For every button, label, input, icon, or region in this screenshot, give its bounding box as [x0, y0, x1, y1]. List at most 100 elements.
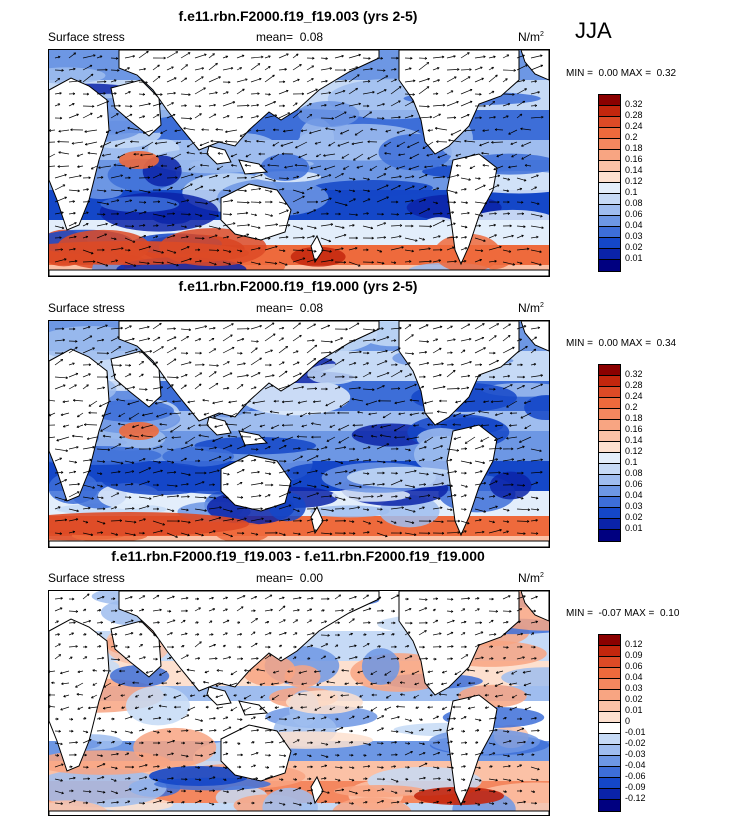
panel-3-units-exp: 2: [540, 572, 544, 579]
colorbar-swatch: [599, 398, 620, 409]
colorbar-tick-label: 0.32: [625, 369, 643, 379]
colorbar-swatch: [599, 778, 620, 789]
colorbar-swatch: [599, 486, 620, 497]
colorbar-swatch: [599, 800, 620, 811]
colorbar-swatch: [599, 205, 620, 216]
colorbar-tick-label: 0.12: [625, 446, 643, 456]
colorbar-tick-label: 0.24: [625, 121, 643, 131]
colorbar-swatch: [599, 657, 620, 668]
colorbar-tick-label: 0.02: [625, 242, 643, 252]
panel-2-units-text: N/m: [518, 301, 540, 315]
colorbar-tick-label: 0.14: [625, 165, 643, 175]
panel-1-minmax: MIN = 0.00 MAX = 0.32: [566, 68, 676, 79]
colorbar-tick-label: 0.12: [625, 176, 643, 186]
colorbar-tick-label: 0.06: [625, 209, 643, 219]
colorbar-tick-label: 0.1: [625, 457, 638, 467]
panel-3-units-text: N/m: [518, 571, 540, 585]
colorbar-tick-label: 0.18: [625, 413, 643, 423]
panel-2-min-label: MIN =: [566, 338, 593, 349]
colorbar-tick-label: 0.16: [625, 154, 643, 164]
panel-2-mean-value: 0.08: [299, 301, 324, 315]
panel-3-max-label: MAX =: [624, 608, 655, 619]
colorbar-swatch: [599, 249, 620, 260]
colorbar-swatch: [599, 668, 620, 679]
colorbar-tick-label: 0.04: [625, 672, 643, 682]
panel-2-units-exp: 2: [540, 302, 544, 309]
panel-2-variable-label: Surface stress: [48, 301, 125, 315]
colorbar-swatch: [599, 508, 620, 519]
colorbar-tick-label: 0.06: [625, 661, 643, 671]
colorbar-swatch: [599, 365, 620, 376]
panel-1-mean-value: 0.08: [299, 30, 324, 44]
colorbar-tick-label: 0.28: [625, 110, 643, 120]
panel-1-variable-label: Surface stress: [48, 30, 125, 44]
colorbar-tick-label: -0.03: [625, 749, 646, 759]
panel-3-minmax: MIN = -0.07 MAX = 0.10: [566, 608, 679, 619]
panel-1-max-label: MAX =: [620, 68, 652, 79]
panel-1-mean-label: mean=: [256, 30, 294, 44]
panel-1-mean: mean= 0.08: [256, 30, 323, 44]
colorbar-tick-label: 0.02: [625, 512, 643, 522]
panel-2-mean: mean= 0.08: [256, 301, 323, 315]
colorbar-swatch: [599, 723, 620, 734]
colorbar-swatch: [599, 635, 620, 646]
colorbar-swatch: [599, 734, 620, 745]
colorbar-swatch: [599, 464, 620, 475]
colorbar-swatch: [599, 519, 620, 530]
colorbar-swatch: [599, 679, 620, 690]
colorbar-swatch: [599, 216, 620, 227]
colorbar-tick-label: -0.09: [625, 782, 646, 792]
colorbar-tick-label: -0.06: [625, 771, 646, 781]
colorbar-swatch: [599, 183, 620, 194]
panel-2-min-value: 0.00: [598, 338, 618, 349]
colorbar-swatch: [599, 420, 620, 431]
panel-2-title: f.e11.rbn.F2000.f19_f19.000 (yrs 2-5): [178, 278, 418, 294]
panel-3-min-value: -0.07: [598, 608, 622, 619]
colorbar-swatches: [598, 364, 621, 542]
panel-3-variable-label: Surface stress: [48, 571, 125, 585]
colorbar-swatch: [599, 475, 620, 486]
panel-1-units: N/m2: [518, 30, 544, 44]
panel-1-title: f.e11.rbn.F2000.f19_f19.003 (yrs 2-5): [178, 8, 418, 24]
colorbar-swatches: [598, 634, 621, 812]
colorbar-tick-label: -0.12: [625, 793, 646, 803]
panel-1-map: [48, 49, 550, 277]
panel-3-max-value: 0.10: [659, 608, 680, 619]
panel-2-minmax: MIN = 0.00 MAX = 0.34: [566, 338, 676, 349]
colorbar-swatch: [599, 442, 620, 453]
panel-3-map: [48, 590, 550, 816]
colorbar-swatch: [599, 150, 620, 161]
colorbar-swatch: [599, 745, 620, 756]
colorbar-tick-label: 0.08: [625, 198, 643, 208]
panel-1-min-label: MIN =: [566, 68, 593, 79]
colorbar-swatch: [599, 194, 620, 205]
panel-3-min-label: MIN =: [566, 608, 593, 619]
colorbar-swatch: [599, 646, 620, 657]
colorbar-tick-label: 0.16: [625, 424, 643, 434]
colorbar-tick-label: 0.18: [625, 143, 643, 153]
colorbar-tick-label: 0.1: [625, 187, 638, 197]
colorbar-swatch: [599, 409, 620, 420]
panel-2-map: [48, 320, 550, 548]
colorbar-tick-label: 0.01: [625, 705, 643, 715]
panel-1-units-text: N/m: [518, 30, 540, 44]
colorbar-tick-label: 0.06: [625, 479, 643, 489]
colorbar-tick-label: 0.03: [625, 501, 643, 511]
colorbar-swatch: [599, 172, 620, 183]
colorbar-swatch: [599, 690, 620, 701]
colorbar-tick-label: 0.24: [625, 391, 643, 401]
colorbar-swatch: [599, 756, 620, 767]
colorbar-tick-label: 0.01: [625, 523, 643, 533]
colorbar-tick-label: 0.2: [625, 402, 638, 412]
colorbar-tick-label: 0.01: [625, 253, 643, 263]
panel-1-max-value: 0.32: [656, 68, 677, 79]
colorbar-swatch: [599, 128, 620, 139]
season-label: JJA: [575, 18, 612, 43]
colorbar-tick-label: 0: [625, 716, 631, 726]
colorbar-swatch: [599, 453, 620, 464]
colorbar-tick-label: 0.03: [625, 683, 643, 693]
colorbar-swatch: [599, 227, 620, 238]
colorbar-swatch: [599, 387, 620, 398]
panel-3-title: f.e11.rbn.F2000.f19_f19.003 - f.e11.rbn.…: [111, 548, 485, 564]
colorbar-swatch: [599, 161, 620, 172]
